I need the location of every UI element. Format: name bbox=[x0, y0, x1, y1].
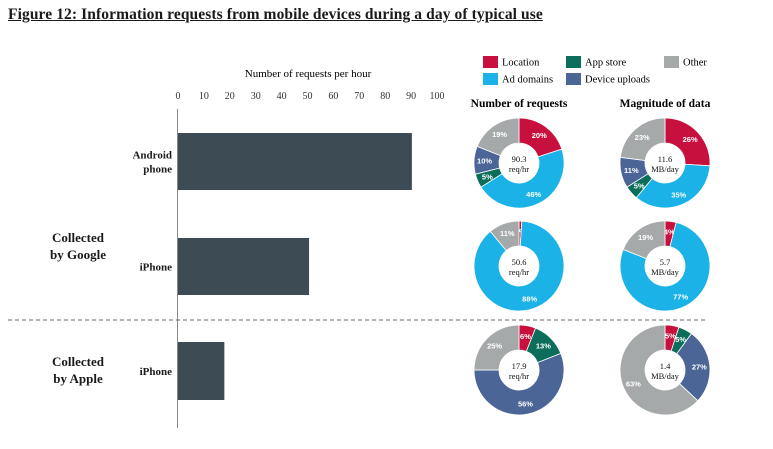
donut-slice-label: 19% bbox=[492, 130, 507, 139]
donut-slice-label: 13% bbox=[536, 341, 551, 350]
donut-slice-label: 11% bbox=[500, 229, 515, 238]
donut-slice-label: 20% bbox=[532, 131, 547, 140]
donut-center-unit: req/hr bbox=[509, 164, 529, 174]
group-label: Collected bbox=[52, 354, 105, 369]
legend-label-location: Location bbox=[502, 58, 540, 69]
donut-center-value: 1.4 bbox=[660, 361, 671, 371]
x-tick-label: 50 bbox=[303, 91, 313, 102]
donut-slice-label: 35% bbox=[671, 190, 686, 199]
donut-slice-other bbox=[489, 220, 520, 252]
donut-slice-other bbox=[476, 117, 520, 157]
group-label: Collected bbox=[52, 230, 105, 245]
column-header: Number of requests bbox=[471, 98, 568, 110]
donut-slice-label: 56% bbox=[518, 400, 533, 409]
bar-category-label: Android bbox=[132, 150, 172, 162]
bar-category-label: phone bbox=[143, 164, 172, 176]
donut-center-value: 90.3 bbox=[512, 154, 527, 164]
legend-swatch-other bbox=[664, 56, 679, 68]
bar bbox=[178, 133, 412, 190]
legend-swatch-ad-domains bbox=[483, 73, 498, 85]
legend: Location App store Other Ad domains Device u… bbox=[483, 56, 707, 86]
donut-slice-label: 11% bbox=[624, 166, 639, 175]
donut-center-value: 11.6 bbox=[658, 154, 673, 164]
x-tick-label: 80 bbox=[380, 91, 390, 102]
donut-slice-ad-domains bbox=[473, 220, 565, 312]
donut-center-unit: req/hr bbox=[509, 267, 529, 277]
donut-center-unit: MB/day bbox=[651, 164, 680, 174]
legend-swatch-location bbox=[483, 56, 498, 68]
bar bbox=[178, 342, 225, 400]
x-tick-label: 70 bbox=[354, 91, 364, 102]
donut-slice-ad-domains bbox=[480, 148, 565, 209]
donut-center-unit: req/hr bbox=[509, 371, 529, 381]
bar-chart: Number of requests per hour 0 10 20 30 40 50 60… bbox=[8, 68, 707, 428]
legend-swatch-app-store bbox=[566, 56, 581, 68]
donut-slice-label: 77% bbox=[673, 292, 688, 301]
donut-slice-label: 26% bbox=[683, 135, 698, 144]
x-tick-label: 30 bbox=[251, 91, 261, 102]
x-tick-label: 40 bbox=[277, 91, 287, 102]
donut-slice-label: 6% bbox=[520, 332, 531, 341]
donut-slice-label: 27% bbox=[692, 362, 707, 371]
x-tick-label: 0 bbox=[176, 91, 181, 102]
donut-slice-ad-domains bbox=[619, 221, 711, 312]
x-tick-label: 60 bbox=[328, 91, 338, 102]
x-tick-label: 100 bbox=[430, 91, 445, 102]
donut-center-value: 5.7 bbox=[660, 257, 671, 267]
donut-slice-label: 4% bbox=[664, 227, 675, 236]
group-label: by Google bbox=[50, 247, 106, 262]
x-tick-label: 90 bbox=[406, 91, 416, 102]
donut-slice-device-uploads bbox=[473, 352, 565, 416]
group-label: by Apple bbox=[53, 371, 103, 386]
donut-center-value: 50.6 bbox=[512, 257, 527, 267]
donut-charts: Number of requests Magnitude of data 20% 46… bbox=[471, 98, 711, 416]
donut-slice-label: 5% bbox=[634, 182, 645, 191]
donut-center-value: 17.9 bbox=[512, 361, 527, 371]
column-header: Magnitude of data bbox=[620, 98, 711, 110]
donut-slice-label: 88% bbox=[522, 295, 537, 304]
donut-center-unit: MB/day bbox=[651, 371, 680, 381]
donut-slice-label: 10% bbox=[477, 157, 492, 166]
legend-label-other: Other bbox=[683, 58, 707, 69]
bar-category-label: iPhone bbox=[140, 366, 173, 378]
donut-slice-ad-domains bbox=[635, 163, 711, 209]
donut-slice-other bbox=[473, 324, 520, 371]
bar-axis-title: Number of requests per hour bbox=[245, 68, 372, 80]
donut-center-unit: MB/day bbox=[651, 267, 680, 277]
figure-title: Figure 12: Information requests from mob… bbox=[8, 6, 543, 23]
legend-label-app-store: App store bbox=[585, 58, 626, 69]
donut-slice-label: 1% bbox=[515, 227, 526, 236]
legend-label-device-uploads: Device uploads bbox=[585, 75, 650, 86]
donut-slice-location bbox=[664, 117, 711, 167]
x-tick-label: 10 bbox=[199, 91, 209, 102]
donut-slice-label: 5% bbox=[482, 172, 493, 181]
legend-label-ad-domains: Ad domains bbox=[502, 75, 553, 86]
bar bbox=[178, 238, 310, 295]
donut-slice-label: 5% bbox=[665, 332, 676, 341]
legend-swatch-device-uploads bbox=[566, 73, 581, 85]
donut-slice-other bbox=[619, 324, 699, 416]
donut-slice-label: 63% bbox=[626, 379, 641, 388]
donut-slice-label: 5% bbox=[675, 335, 686, 344]
donut-slice-label: 46% bbox=[526, 190, 541, 199]
donut-slice-other bbox=[622, 220, 666, 260]
donut-slice-label: 23% bbox=[635, 133, 650, 142]
bar-category-label: iPhone bbox=[140, 262, 173, 274]
donut-slice-label: 25% bbox=[487, 341, 502, 350]
donut-slice-label: 19% bbox=[638, 233, 653, 242]
donut-slice-other bbox=[619, 117, 666, 161]
x-tick-label: 20 bbox=[225, 91, 235, 102]
